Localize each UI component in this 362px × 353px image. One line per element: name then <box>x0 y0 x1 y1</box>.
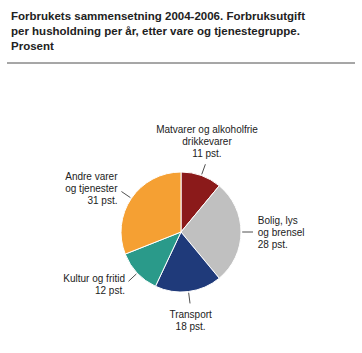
data-label: 11 pst. <box>192 148 221 159</box>
title: Prosent <box>11 40 54 52</box>
leader-line <box>242 232 253 233</box>
labels: Matvarer og alkoholfriedrikkevarer11 pst… <box>63 124 304 331</box>
title: Forbrukets sammensetning 2004-2006. Forb… <box>11 10 305 22</box>
title: per husholdning per år, etter vare og tj… <box>11 25 300 37</box>
leader-line <box>129 274 137 281</box>
category-label: Transport <box>169 309 212 320</box>
background <box>0 0 362 353</box>
category-label: Bolig, lys <box>258 215 298 226</box>
data-label: 28 pst. <box>258 239 288 250</box>
category-label: drikkevarer <box>182 136 232 147</box>
chart-container: Forbrukets sammensetning 2004-2006. Forb… <box>0 0 362 353</box>
category-label: Andre varer <box>65 171 118 182</box>
category-label: og brensel <box>258 227 305 238</box>
data-label: 31 pst. <box>87 195 117 206</box>
slices <box>121 172 241 292</box>
leader-line <box>202 164 206 174</box>
pie-slice <box>121 172 181 254</box>
separator <box>7 63 355 64</box>
category-label: og tjenester <box>65 183 118 194</box>
leader-line <box>189 293 190 304</box>
category-label: Kultur og fritid <box>63 273 125 284</box>
leader-line <box>121 192 130 198</box>
chart: Forbrukets sammensetning 2004-2006. Forb… <box>0 0 362 353</box>
category-label: Matvarer og alkoholfrie <box>156 124 258 135</box>
data-label: 18 pst. <box>176 321 206 332</box>
data-label: 12 pst. <box>95 285 125 296</box>
